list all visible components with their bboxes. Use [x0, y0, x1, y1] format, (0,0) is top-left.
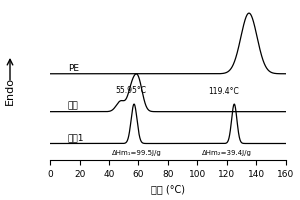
- Text: 样品1: 样品1: [68, 133, 84, 142]
- Text: ΔHm₂=39.4J/g: ΔHm₂=39.4J/g: [202, 150, 252, 156]
- Text: PE: PE: [68, 64, 79, 73]
- Text: 石蜗: 石蜗: [68, 102, 79, 111]
- Text: 119.4°C: 119.4°C: [208, 87, 239, 96]
- Text: ΔHm₁=99.5J/g: ΔHm₁=99.5J/g: [112, 150, 162, 156]
- Text: 55.95°C: 55.95°C: [115, 86, 146, 95]
- Text: Endo: Endo: [5, 77, 15, 105]
- X-axis label: 温度 (°C): 温度 (°C): [151, 184, 185, 194]
